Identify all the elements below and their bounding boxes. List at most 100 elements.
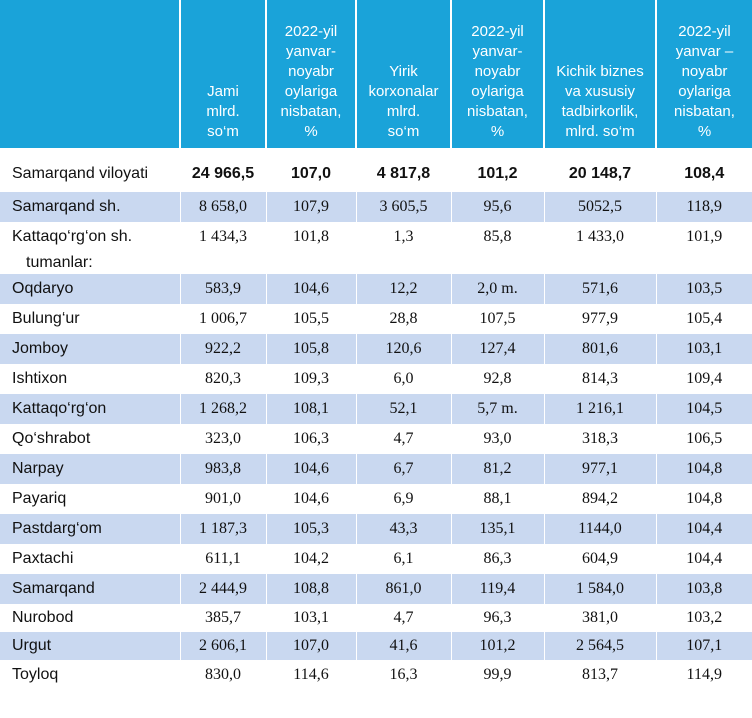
cell: 99,9 (451, 660, 545, 690)
cell: 107,5 (451, 304, 545, 334)
cell: 2,0 m. (451, 274, 545, 304)
cell: 120,6 (356, 334, 452, 364)
cell: 1 006,7 (180, 304, 267, 334)
cell: 118,9 (656, 192, 752, 222)
table-row: Nurobod 385,7 103,1 4,7 96,3 381,0 103,2 (0, 604, 752, 632)
cell: 813,7 (544, 660, 657, 690)
cell: 385,7 (180, 604, 267, 632)
cell: 95,6 (451, 192, 545, 222)
cell: 107,9 (266, 192, 357, 222)
row-name: Jomboy (0, 334, 181, 364)
cell: 1 584,0 (544, 574, 657, 604)
cell: 323,0 (180, 424, 267, 454)
cell: 104,5 (656, 394, 752, 424)
row-name: Kattaqo‘rg‘on sh. (0, 222, 181, 252)
cell: 1 216,1 (544, 394, 657, 424)
row-name: Pastdarg‘om (0, 514, 181, 544)
cell: 109,3 (266, 364, 357, 394)
cell: 611,1 (180, 544, 267, 574)
cell: 43,3 (356, 514, 452, 544)
districts-label: tumanlar: (26, 254, 93, 271)
cell: 6,7 (356, 454, 452, 484)
cell: 81,2 (451, 454, 545, 484)
row-name: Narpay (0, 454, 181, 484)
table-row: Jomboy 922,2 105,8 120,6 127,4 801,6 103,1 (0, 334, 752, 364)
row-name: Kattaqo‘rg‘on (0, 394, 181, 424)
cell: 801,6 (544, 334, 657, 364)
table-row: Oqdaryo 583,9 104,6 12,2 2,0 m. 571,6 103,5 (0, 274, 752, 304)
cell: 830,0 (180, 660, 267, 690)
cell: 1144,0 (544, 514, 657, 544)
spacer-row (0, 148, 752, 156)
table-row: Samarqand sh. 8 658,0 107,9 3 605,5 95,6 5052… (0, 192, 752, 222)
cell: 96,3 (451, 604, 545, 632)
cell: 92,8 (451, 364, 545, 394)
cell: 108,8 (266, 574, 357, 604)
cell: 41,6 (356, 632, 452, 660)
table-row: Samarqand 2 444,9 108,8 861,0 119,4 1 584,0 10… (0, 574, 752, 604)
cell: 2 564,5 (544, 632, 657, 660)
table-row: Urgut 2 606,1 107,0 41,6 101,2 2 564,5 107,1 (0, 632, 752, 660)
row-name: Urgut (0, 632, 181, 660)
cell: 127,4 (451, 334, 545, 364)
header-large-pct: 2022-yil yanvar- noyabr oylariga nisbata… (451, 0, 545, 148)
table-row: Narpay 983,8 104,6 6,7 81,2 977,1 104,8 (0, 454, 752, 484)
cell: 105,5 (266, 304, 357, 334)
cell: 583,9 (180, 274, 267, 304)
cell: 2 606,1 (180, 632, 267, 660)
row-name: Payariq (0, 484, 181, 514)
cell: 16,3 (356, 660, 452, 690)
cell: 20 148,7 (544, 156, 657, 192)
cell: 1 433,0 (544, 222, 657, 252)
cell: 103,1 (656, 334, 752, 364)
row-name: Toyloq (0, 660, 181, 690)
cell: 135,1 (451, 514, 545, 544)
cell: 6,0 (356, 364, 452, 394)
cell: 977,1 (544, 454, 657, 484)
cell: 104,4 (686, 550, 723, 567)
cell: 104,2 (266, 544, 357, 574)
header-total: Jami mlrd. so‘m (180, 0, 267, 148)
cell: 820,3 (180, 364, 267, 394)
cell: 108,4 (684, 165, 725, 182)
row-name: Oqdaryo (0, 274, 181, 304)
cell: 977,9 (544, 304, 657, 334)
cell: 604,9 (544, 544, 657, 574)
table-row: Kattaqo‘rg‘on 1 268,2 108,1 52,1 5,7 m. 1 216… (0, 394, 752, 424)
cell: 814,3 (544, 364, 657, 394)
header-large: Yirik korxonalar mlrd. so‘m (356, 0, 452, 148)
cell: 1,3 (356, 222, 452, 252)
table-row: Ishtixon 820,3 109,3 6,0 92,8 814,3 109,4 (0, 364, 752, 394)
cell: 1 434,3 (180, 222, 267, 252)
cell: 108,1 (266, 394, 357, 424)
cell: 4 817,8 (356, 156, 452, 192)
cell: 861,0 (356, 574, 452, 604)
header-small: Kichik biznes va xususiy tadbirkorlik, m… (544, 0, 657, 148)
row-name: Samarqand viloyati (0, 156, 181, 192)
row-name: Bulung‘ur (0, 304, 181, 334)
table-row: Toyloq 830,0 114,6 16,3 99,9 813,7 114,9 (0, 660, 752, 690)
districts-label-row: tumanlar: (0, 252, 752, 274)
cell: 104,6 (266, 454, 357, 484)
cell: 52,1 (356, 394, 452, 424)
row-name: Ishtixon (0, 364, 181, 394)
cell: 104,4 (656, 514, 752, 544)
cell: 922,2 (180, 334, 267, 364)
cell: 107,0 (266, 632, 357, 660)
cell: 5,7 m. (451, 394, 545, 424)
cell: 571,6 (544, 274, 657, 304)
cell: 6,1 (356, 544, 452, 574)
row-name: Nurobod (0, 604, 181, 632)
cell: 4,7 (356, 604, 452, 632)
cell: 105,3 (266, 514, 357, 544)
cell: 104,6 (266, 484, 357, 514)
row-name: Qo‘shrabot (0, 424, 181, 454)
cell: 103,8 (656, 574, 752, 604)
cell: 1 187,3 (180, 514, 267, 544)
cell: 894,2 (544, 484, 657, 514)
cell: 28,8 (356, 304, 452, 334)
cell: 93,0 (451, 424, 545, 454)
cell: 101,8 (266, 222, 357, 252)
table-row: Kattaqo‘rg‘on sh. 1 434,3 101,8 1,3 85,8 1 43… (0, 222, 752, 252)
cell: 381,0 (544, 604, 657, 632)
